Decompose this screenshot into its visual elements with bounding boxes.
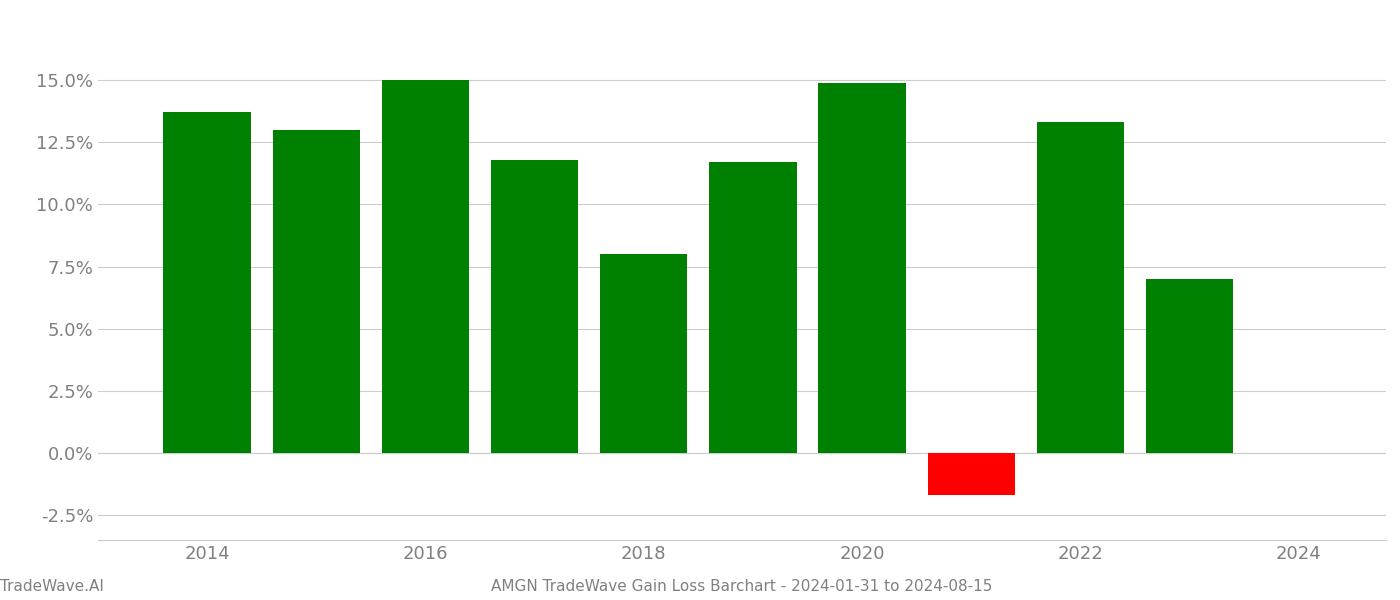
Bar: [819, 83, 906, 453]
Bar: [1145, 279, 1233, 453]
Bar: [601, 254, 687, 453]
Bar: [710, 162, 797, 453]
Bar: [382, 80, 469, 453]
Bar: [928, 453, 1015, 495]
Bar: [164, 112, 251, 453]
Bar: [273, 130, 360, 453]
Bar: [491, 160, 578, 453]
Text: AMGN TradeWave Gain Loss Barchart - 2024-01-31 to 2024-08-15: AMGN TradeWave Gain Loss Barchart - 2024…: [491, 579, 993, 594]
Bar: [1037, 122, 1124, 453]
Text: TradeWave.AI: TradeWave.AI: [0, 579, 104, 594]
